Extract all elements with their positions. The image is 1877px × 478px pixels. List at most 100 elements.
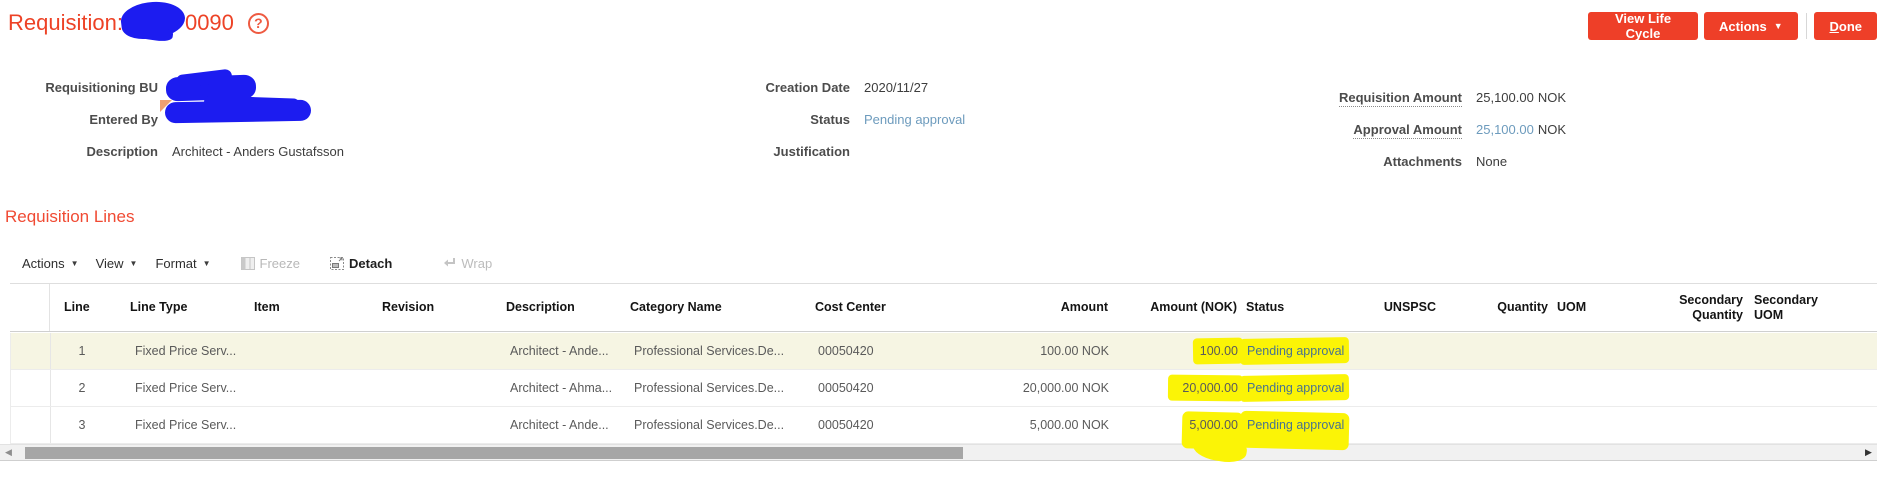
status-value: Pending approval <box>864 112 966 127</box>
table-row[interactable]: 2 Fixed Price Serv... Architect - Ahma... P… <box>11 370 1877 407</box>
cell-quantity <box>1445 333 1554 369</box>
help-icon[interactable]: ? <box>247 12 269 34</box>
cell-secondary_uom <box>1749 370 1877 406</box>
cell-uom <box>1554 407 1651 443</box>
column-header-description[interactable]: Description <box>506 300 575 315</box>
button-separator <box>1805 13 1807 39</box>
row-header-cell <box>11 333 51 369</box>
cell-unspsc <box>1367 407 1445 443</box>
summary-left-column: Requisitioning BU Entered By Description… <box>0 80 344 176</box>
requisition-lines-heading: Requisition Lines <box>5 207 135 226</box>
row-header-cell <box>11 407 51 443</box>
cell-category: Professional Services.De... <box>634 344 785 358</box>
lines-table-header: Line Line Type Item Revision Description Cate… <box>10 283 1877 332</box>
cell-item <box>251 333 369 369</box>
redacted-requisition-number <box>118 0 187 43</box>
cell-category: Professional Services.De... <box>634 418 785 432</box>
column-header-line[interactable]: Line <box>64 300 90 315</box>
cell-line: 3 <box>78 418 86 432</box>
field-requisitioning-bu: Requisitioning BU <box>45 80 158 95</box>
cell-secondary_quantity <box>1651 407 1749 443</box>
column-header-unspsc[interactable]: UNSPSC <box>1383 300 1436 315</box>
column-header-status[interactable]: Status <box>1246 300 1285 315</box>
cell-secondary_uom <box>1749 333 1877 369</box>
cell-item <box>251 407 369 443</box>
field-creation-date: Creation Date 2020/11/27 <box>765 80 929 95</box>
column-header-item[interactable]: Item <box>254 300 280 315</box>
cell-uom <box>1554 370 1651 406</box>
cell-amount: 20,000.00 NOK <box>1022 381 1109 395</box>
cell-quantity <box>1445 407 1554 443</box>
cell-line_type: Fixed Price Serv... <box>135 418 237 432</box>
scrollbar-thumb[interactable] <box>25 447 963 459</box>
cell-description: Architect - Ande... <box>510 344 609 358</box>
header-buttons: View Life Cycle Actions ▼ Done <box>1588 11 1877 41</box>
cell-uom <box>1554 333 1651 369</box>
lines-table-body: 1 Fixed Price Serv... Architect - Ande... P… <box>10 333 1877 466</box>
cell-line_type: Fixed Price Serv... <box>135 381 237 395</box>
cell-secondary_uom <box>1749 407 1877 443</box>
done-button[interactable]: Done <box>1814 12 1877 40</box>
column-header-category[interactable]: Category Name <box>630 300 722 315</box>
scroll-right-arrow-icon[interactable]: ▶ <box>1865 447 1872 457</box>
cell-cost_center: 00050420 <box>818 418 874 432</box>
cell-line: 2 <box>78 381 86 395</box>
actions-button[interactable]: Actions ▼ <box>1704 12 1798 40</box>
highlight-annotation: Pending approval <box>1247 418 1345 432</box>
field-attachments: Attachments None <box>1383 154 1508 169</box>
cell-secondary_quantity <box>1651 370 1749 406</box>
highlight-annotation: 5,000.00 <box>1189 418 1238 432</box>
field-status: Status Pending approval <box>810 112 966 127</box>
table-format-menu[interactable]: Format ▼ <box>155 255 211 271</box>
chevron-down-icon: ▼ <box>1773 21 1783 31</box>
cell-cost_center: 00050420 <box>818 344 874 358</box>
cell-status: Pending approval <box>1244 407 1367 443</box>
page-title-number: 0090 <box>184 10 234 35</box>
scroll-left-arrow-icon[interactable]: ◀ <box>5 447 12 457</box>
field-description: Description Architect - Anders Gustafsso… <box>86 144 344 159</box>
cell-line: 1 <box>78 344 86 358</box>
cell-cost_center: 00050420 <box>818 381 874 395</box>
cell-amount: 5,000.00 NOK <box>1029 418 1109 432</box>
field-approval-amount: Approval Amount 25,100.00 NOK <box>1353 122 1567 139</box>
column-header-secondary_quantity[interactable]: Secondary Quantity <box>1679 293 1743 322</box>
row-header-cell <box>11 370 51 406</box>
chevron-down-icon: ▼ <box>202 258 211 268</box>
field-requisition-amount: Requisition Amount 25,100.00 NOK <box>1338 90 1567 107</box>
table-row[interactable]: 1 Fixed Price Serv... Architect - Ande... P… <box>11 333 1877 370</box>
column-header-amount_nok[interactable]: Amount (NOK) <box>1150 300 1237 315</box>
cell-revision <box>369 407 493 443</box>
page-title-prefix: Requisition: <box>8 10 123 35</box>
table-row[interactable]: 3 Fixed Price Serv... Architect - Ande... P… <box>11 407 1877 444</box>
highlight-annotation: 20,000.00 <box>1182 381 1238 395</box>
chevron-down-icon: ▼ <box>70 258 79 268</box>
column-header-line_type[interactable]: Line Type <box>130 300 188 315</box>
cell-unspsc <box>1367 370 1445 406</box>
approval-amount-link[interactable]: 25,100.00 <box>1476 122 1534 137</box>
view-life-cycle-button[interactable]: View Life Cycle <box>1588 11 1699 41</box>
cell-amount_nok: 20,000.00 <box>1119 370 1244 406</box>
horizontal-scrollbar[interactable]: ◀ ▶ <box>0 444 1877 461</box>
cell-category: Professional Services.De... <box>634 381 785 395</box>
column-header-uom[interactable]: UOM <box>1557 300 1587 315</box>
freeze-button: Freeze <box>240 256 300 271</box>
column-header-cost_center[interactable]: Cost Center <box>815 300 886 315</box>
cell-revision <box>369 333 493 369</box>
cell-secondary_quantity <box>1651 333 1749 369</box>
detach-button[interactable]: Detach <box>330 256 392 271</box>
column-header-revision[interactable]: Revision <box>382 300 435 315</box>
column-header-quantity[interactable]: Quantity <box>1497 300 1548 315</box>
cell-quantity <box>1445 370 1554 406</box>
cell-status: Pending approval <box>1244 333 1367 369</box>
column-header-amount[interactable]: Amount <box>1060 300 1108 315</box>
column-header-secondary_uom[interactable]: Secondary UOM <box>1754 293 1818 322</box>
table-view-menu[interactable]: View ▼ <box>95 255 138 271</box>
summary-middle-column: Creation Date 2020/11/27 Status Pending … <box>640 80 965 176</box>
cell-amount_nok: 5,000.00 <box>1119 407 1244 443</box>
cell-revision <box>369 370 493 406</box>
cell-amount: 100.00 NOK <box>1040 344 1109 358</box>
chevron-down-icon: ▼ <box>129 258 138 268</box>
highlight-annotation: Pending approval <box>1247 381 1345 395</box>
table-actions-menu[interactable]: Actions ▼ <box>22 255 79 271</box>
field-entered-by: Entered By <box>89 112 158 127</box>
